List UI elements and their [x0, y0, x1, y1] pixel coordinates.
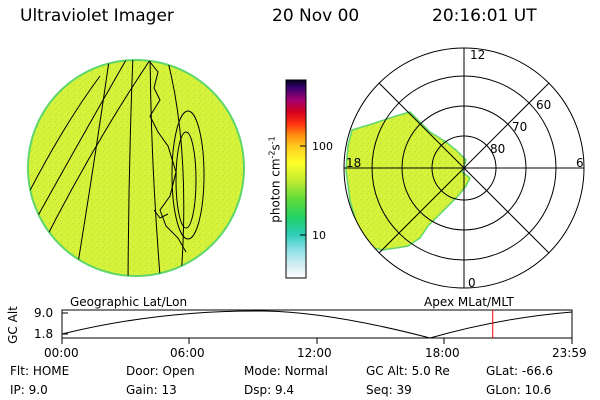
status-gain: Gain: 13: [126, 383, 177, 397]
status-mode: Mode: Normal: [244, 364, 328, 378]
mlt-label-0: 0: [468, 276, 476, 290]
polar-panel-label: Apex MLat/MLT: [424, 295, 514, 309]
colorbar-unit-label: photon cm-2s-1: [267, 136, 283, 223]
date-label: 20 Nov 00: [272, 6, 360, 26]
mlt-label-18: 18: [346, 156, 362, 170]
time-tick-1800: 18:00: [425, 346, 460, 360]
colorbar: [285, 79, 307, 279]
earth-disk: [27, 59, 245, 277]
status-glat: GLat: -66.6: [486, 364, 553, 378]
time-tick-1200: 12:00: [297, 346, 332, 360]
polar-dial: [343, 47, 585, 289]
colorbar-tick-100: 100: [312, 140, 333, 153]
status-dsp: Dsp: 9.4: [244, 383, 295, 397]
mlat-label-60: 60: [536, 98, 552, 112]
status-gc-alt: GC Alt: 5.0 Re: [366, 364, 450, 378]
status-door: Door: Open: [126, 364, 195, 378]
mlat-label-70: 70: [512, 120, 528, 134]
time-tick-0000: 00:00: [44, 346, 79, 360]
status-ip: IP: 9.0: [10, 383, 48, 397]
time-label: 20:16:01 UT: [432, 6, 537, 26]
mlt-label-6: 6: [576, 156, 584, 170]
time-tick-2359: 23:59: [552, 346, 587, 360]
status-flight: Flt: HOME: [10, 364, 70, 378]
altitude-ytick-9: 9.0: [34, 306, 54, 320]
status-glon: GLon: 10.6: [486, 383, 552, 397]
colorbar-tick-10: 10: [312, 229, 326, 242]
altitude-ytick-1-8: 1.8: [34, 327, 54, 341]
status-seq: Seq: 39: [366, 383, 412, 397]
mlat-label-80: 80: [490, 142, 506, 156]
time-tick-0600: 06:00: [170, 346, 205, 360]
mlt-label-12: 12: [470, 48, 486, 62]
geo-panel-label: Geographic Lat/Lon: [70, 295, 188, 309]
instrument-title: Ultraviolet Imager: [20, 6, 174, 26]
altitude-ylabel: GC Alt: [6, 306, 20, 344]
altitude-plot: [61, 309, 573, 344]
